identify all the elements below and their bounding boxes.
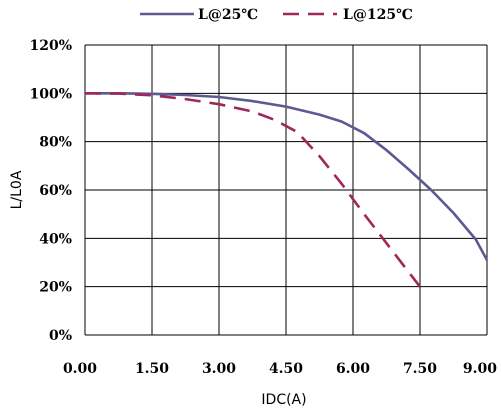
y-tick-label: 120% (29, 38, 72, 54)
grid (84, 44, 488, 336)
y-axis-label: L/L0A (9, 170, 25, 209)
series-lines (84, 92, 489, 288)
x-tick-label: 3.00 (202, 361, 236, 377)
x-tick-label: 0.00 (63, 361, 97, 377)
x-tick-label: 7.50 (403, 361, 437, 377)
y-tick-label: 80% (39, 135, 72, 151)
x-tick-label: 4.50 (269, 361, 303, 377)
y-axis-ticks: 0% 20% 40% 60% 80% 100% 120% (29, 38, 72, 344)
x-tick-label: 1.50 (135, 361, 169, 377)
legend-label: L@125℃ (343, 7, 413, 23)
x-tick-label: 6.00 (336, 361, 370, 377)
y-tick-label: 0% (49, 328, 72, 344)
y-tick-label: 60% (39, 183, 72, 199)
series-line-l-125c (84, 92, 422, 288)
y-tick-label: 40% (39, 231, 72, 247)
x-axis-ticks: 0.00 1.50 3.00 4.50 6.00 7.50 9.00 (63, 361, 497, 377)
legend-label: L@25℃ (198, 7, 258, 23)
y-tick-label: 100% (29, 86, 72, 102)
series-line-l-25c (85, 92, 489, 261)
x-axis-label: IDC(A) (261, 392, 306, 408)
legend: L@25℃ L@125℃ (140, 7, 413, 23)
x-tick-label: 9.00 (463, 361, 497, 377)
y-tick-label: 20% (39, 280, 72, 296)
